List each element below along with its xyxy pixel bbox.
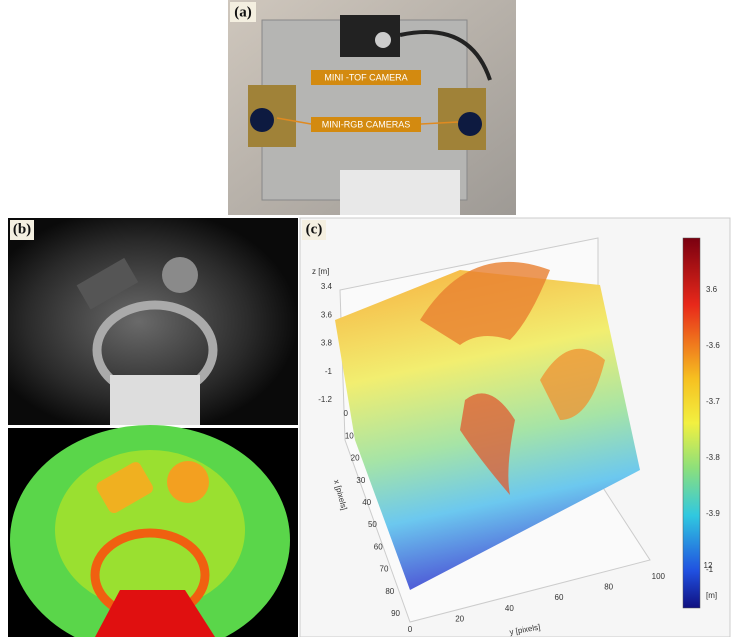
colorbar-tick-label: -3.9 bbox=[706, 509, 720, 518]
colorbar-tick-label: -3.7 bbox=[706, 397, 720, 406]
tof-camera bbox=[340, 15, 400, 57]
z-tick-label: 3.8 bbox=[321, 339, 333, 348]
object bbox=[162, 257, 198, 293]
base bbox=[340, 170, 460, 215]
rgb-camera bbox=[458, 112, 482, 136]
x-tick-label: 60 bbox=[374, 542, 383, 551]
z-axis-label: z [m] bbox=[312, 267, 329, 276]
y-tick-label: 60 bbox=[555, 593, 564, 602]
x-tick-label: 10 bbox=[345, 431, 354, 440]
colorbar-tick-label: 3.6 bbox=[706, 285, 718, 294]
colorbar-tick-label: -1 bbox=[706, 565, 714, 574]
robot bbox=[110, 375, 200, 425]
panel-c: z [m] x [pixels] y [pixels] [m] (c) 3.43… bbox=[300, 218, 730, 637]
z-tick-label: -1 bbox=[325, 367, 333, 376]
z-tick-label: 3.6 bbox=[321, 310, 333, 319]
panel-label: (a) bbox=[234, 4, 252, 20]
colorbar-tick-label: -3.8 bbox=[706, 453, 720, 462]
panel-b: (b) bbox=[8, 218, 298, 637]
tof-caption: MINI -TOF CAMERA bbox=[324, 72, 407, 82]
x-tick-label: 80 bbox=[385, 587, 394, 596]
y-tick-label: 0 bbox=[408, 625, 413, 634]
x-tick-label: 50 bbox=[368, 520, 377, 529]
x-tick-label: 20 bbox=[351, 454, 360, 463]
colorbar bbox=[683, 238, 700, 608]
x-tick-label: 40 bbox=[362, 498, 371, 507]
x-tick-label: 30 bbox=[356, 476, 365, 485]
x-tick-label: 70 bbox=[380, 565, 389, 574]
y-tick-label: 40 bbox=[505, 604, 514, 613]
panel-label: (b) bbox=[13, 221, 31, 237]
figure: MINI -TOF CAMERA MINI-RGB CAMERAS (a) (b… bbox=[0, 0, 736, 637]
rgb-caption: MINI-RGB CAMERAS bbox=[322, 119, 411, 129]
z-tick-label: -1.2 bbox=[318, 395, 332, 404]
x-tick-label: 90 bbox=[391, 609, 400, 618]
lens bbox=[375, 32, 391, 48]
colorbar-unit: [m] bbox=[706, 591, 717, 600]
y-tick-label: 20 bbox=[455, 614, 464, 623]
panel-a: MINI -TOF CAMERA MINI-RGB CAMERAS (a) bbox=[228, 0, 516, 215]
rgb-camera bbox=[250, 108, 274, 132]
x-tick-label: 0 bbox=[344, 409, 349, 418]
object-depth bbox=[167, 461, 209, 503]
z-tick-label: 3.4 bbox=[321, 282, 333, 291]
panel-label: (c) bbox=[306, 221, 323, 237]
y-tick-label: 100 bbox=[652, 572, 666, 581]
y-tick-label: 80 bbox=[604, 582, 613, 591]
colorbar-tick-label: -3.6 bbox=[706, 341, 720, 350]
